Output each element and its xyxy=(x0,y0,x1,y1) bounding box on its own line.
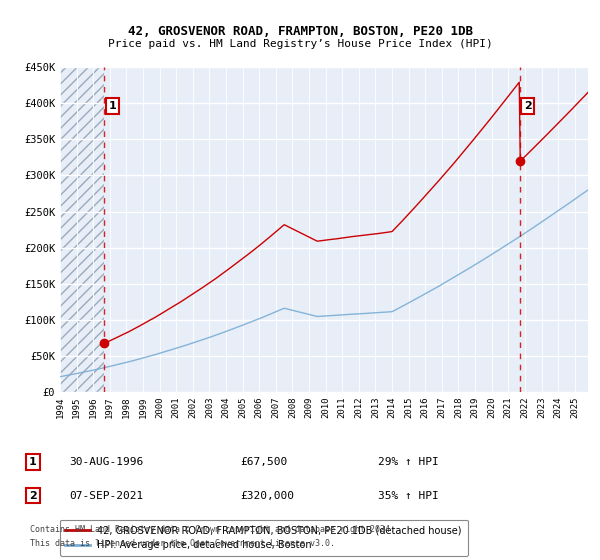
Text: 1: 1 xyxy=(29,457,37,467)
Text: 35% ↑ HPI: 35% ↑ HPI xyxy=(378,491,439,501)
Text: 07-SEP-2021: 07-SEP-2021 xyxy=(69,491,143,501)
Text: 42, GROSVENOR ROAD, FRAMPTON, BOSTON, PE20 1DB: 42, GROSVENOR ROAD, FRAMPTON, BOSTON, PE… xyxy=(128,25,473,38)
Text: £67,500: £67,500 xyxy=(240,457,287,467)
Text: This data is licensed under the Open Government Licence v3.0.: This data is licensed under the Open Gov… xyxy=(30,539,335,548)
Legend: 42, GROSVENOR ROAD, FRAMPTON, BOSTON, PE20 1DB (detached house), HPI: Average pr: 42, GROSVENOR ROAD, FRAMPTON, BOSTON, PE… xyxy=(59,520,468,556)
Text: 2: 2 xyxy=(29,491,37,501)
Text: 1: 1 xyxy=(109,101,116,111)
Text: 29% ↑ HPI: 29% ↑ HPI xyxy=(378,457,439,467)
Text: £320,000: £320,000 xyxy=(240,491,294,501)
Text: 30-AUG-1996: 30-AUG-1996 xyxy=(69,457,143,467)
Text: 2: 2 xyxy=(524,101,532,111)
Text: Contains HM Land Registry data © Crown copyright and database right 2024.: Contains HM Land Registry data © Crown c… xyxy=(30,525,395,534)
Text: Price paid vs. HM Land Registry’s House Price Index (HPI): Price paid vs. HM Land Registry’s House … xyxy=(107,39,493,49)
